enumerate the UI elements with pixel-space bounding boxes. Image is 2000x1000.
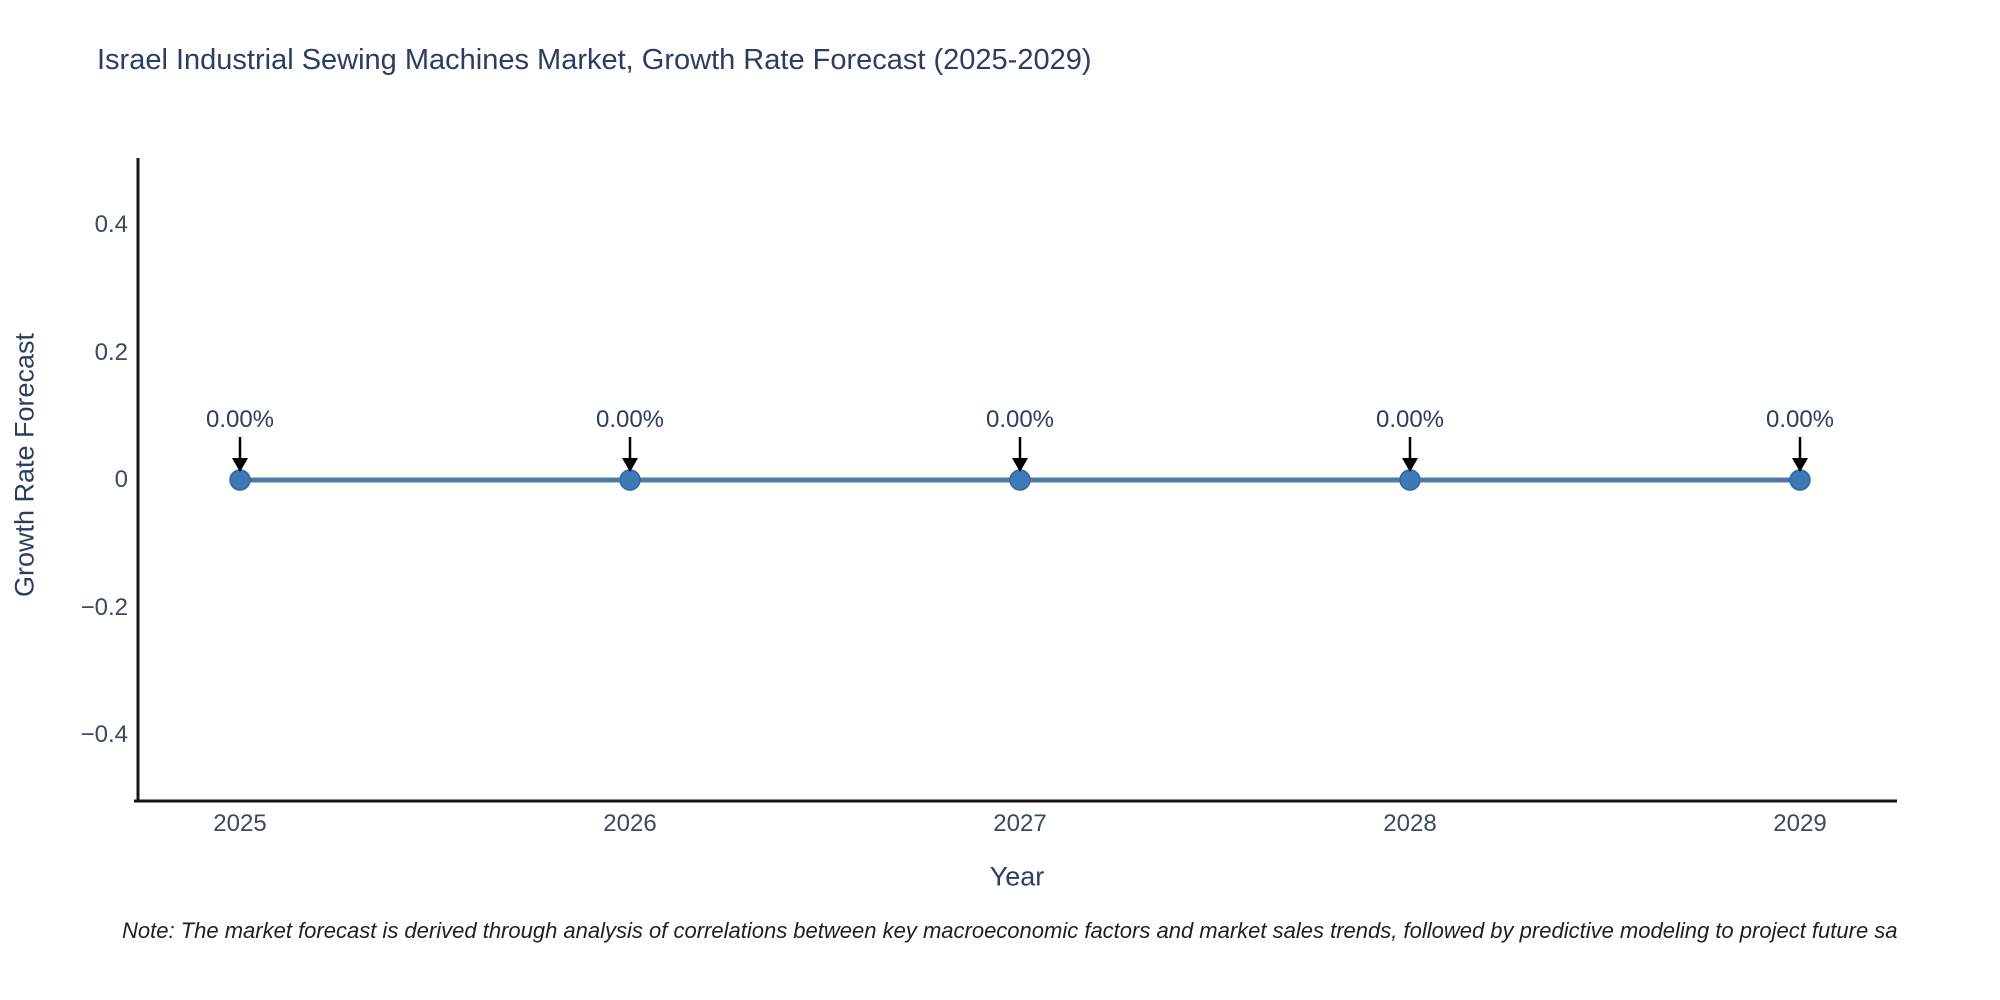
annotation-arrowhead-icon bbox=[232, 458, 248, 472]
y-tick-label: −0.4 bbox=[80, 721, 128, 748]
point-annotation-label: 0.00% bbox=[1765, 406, 1835, 433]
x-tick-label: 2025 bbox=[213, 810, 267, 837]
y-tick-label: −0.2 bbox=[80, 593, 128, 621]
annotation-arrowhead-icon bbox=[622, 458, 638, 472]
annotation-arrowhead-icon bbox=[1792, 458, 1808, 472]
y-tick-label: 0 bbox=[114, 466, 128, 493]
x-tick-label: 2028 bbox=[1383, 810, 1437, 837]
y-tick-label: 0.2 bbox=[94, 338, 128, 366]
point-annotation-label: 0.00% bbox=[595, 406, 665, 433]
point-annotation-label: 0.00% bbox=[985, 406, 1055, 433]
x-tick-label: 2029 bbox=[1773, 810, 1827, 837]
chart-title: Israel Industrial Sewing Machines Market… bbox=[97, 44, 1092, 76]
point-annotation-label: 0.00% bbox=[1375, 406, 1445, 433]
data-point bbox=[619, 469, 641, 491]
x-tick-label: 2027 bbox=[993, 810, 1047, 837]
y-tick-label: 0.4 bbox=[94, 211, 128, 238]
data-point bbox=[1789, 469, 1811, 491]
annotation-arrowhead-icon bbox=[1402, 458, 1418, 472]
footnote: Note: The market forecast is derived thr… bbox=[122, 918, 1898, 943]
data-point bbox=[1009, 469, 1031, 491]
annotation-arrowhead-icon bbox=[1012, 458, 1028, 472]
data-point bbox=[229, 469, 251, 491]
point-annotation-label: 0.00% bbox=[205, 406, 275, 433]
x-tick-label: 2026 bbox=[603, 810, 657, 837]
data-point bbox=[1399, 469, 1421, 491]
x-axis-title: Year bbox=[989, 861, 1045, 892]
y-axis-title: Growth Rate Forecast bbox=[9, 332, 40, 598]
